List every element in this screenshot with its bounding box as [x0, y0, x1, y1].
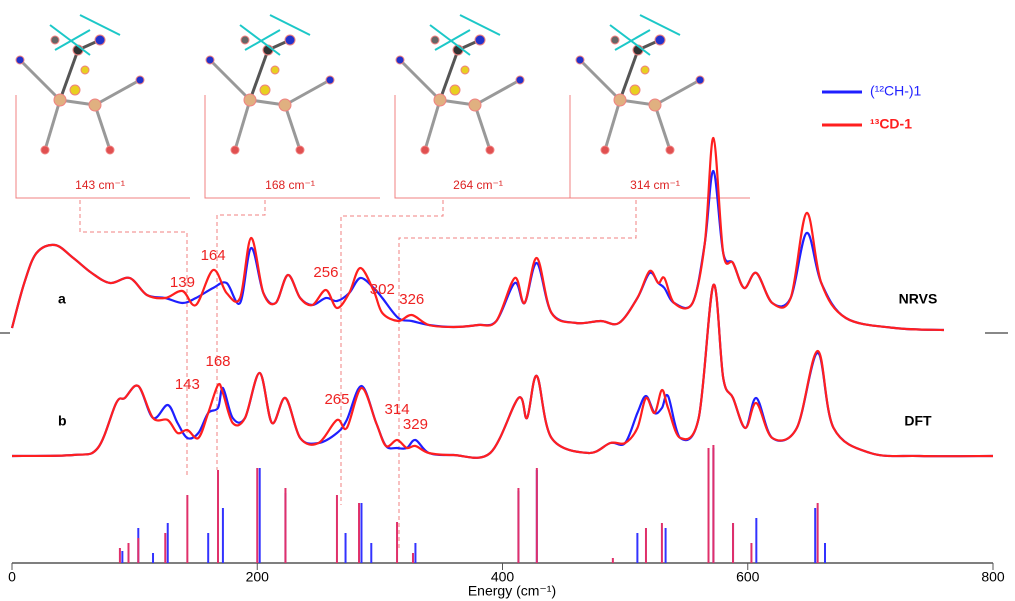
peak-label: 256: [313, 264, 338, 281]
peak-label: 143: [175, 376, 200, 393]
peak-label: 164: [201, 247, 226, 264]
molecule: [204, 13, 336, 156]
peak-label: 139: [170, 274, 195, 291]
connector: [340, 200, 444, 505]
trace-title: DFT: [904, 413, 932, 429]
peak-label: 326: [399, 291, 424, 308]
panel-label: a: [58, 291, 66, 307]
connectors: [79, 200, 637, 550]
structure-label: 314 cm⁻¹: [630, 178, 680, 192]
x-tick-label: 800: [981, 569, 1005, 585]
x-tick-label: 0: [8, 569, 16, 585]
connector: [398, 200, 637, 550]
structures: [14, 13, 750, 550]
legend-label: (¹²CH-)1: [870, 83, 922, 99]
frame: [204, 95, 380, 199]
spectrum-line: [10, 136, 944, 332]
peak-label: 314: [385, 401, 410, 418]
connector: [216, 200, 266, 470]
molecule: [394, 13, 526, 156]
peak-label: 302: [370, 281, 395, 298]
molecule: [574, 13, 706, 156]
peak-label: 168: [205, 353, 230, 370]
frame: [569, 95, 750, 199]
spectrum-line: [11, 283, 994, 459]
molecule: [14, 13, 146, 156]
legend-label: ¹³CD-1: [870, 116, 912, 132]
x-tick-label: 200: [246, 569, 270, 585]
frame: [394, 95, 575, 199]
peak-label: 265: [324, 391, 349, 408]
x-axis-label: Energy (cm⁻¹): [468, 583, 556, 599]
x-tick-label: 600: [736, 569, 760, 585]
connector: [79, 200, 188, 475]
frame: [15, 95, 190, 199]
x-tick-label: 400: [491, 569, 515, 585]
peak-label: 329: [403, 416, 428, 433]
structure-label: 168 cm⁻¹: [265, 178, 315, 192]
trace-title: NRVS: [899, 291, 938, 307]
panel-label: b: [58, 413, 67, 429]
structure-label: 143 cm⁻¹: [75, 178, 125, 192]
spectrum-line: [10, 169, 944, 332]
structure-label: 264 cm⁻¹: [453, 178, 503, 192]
